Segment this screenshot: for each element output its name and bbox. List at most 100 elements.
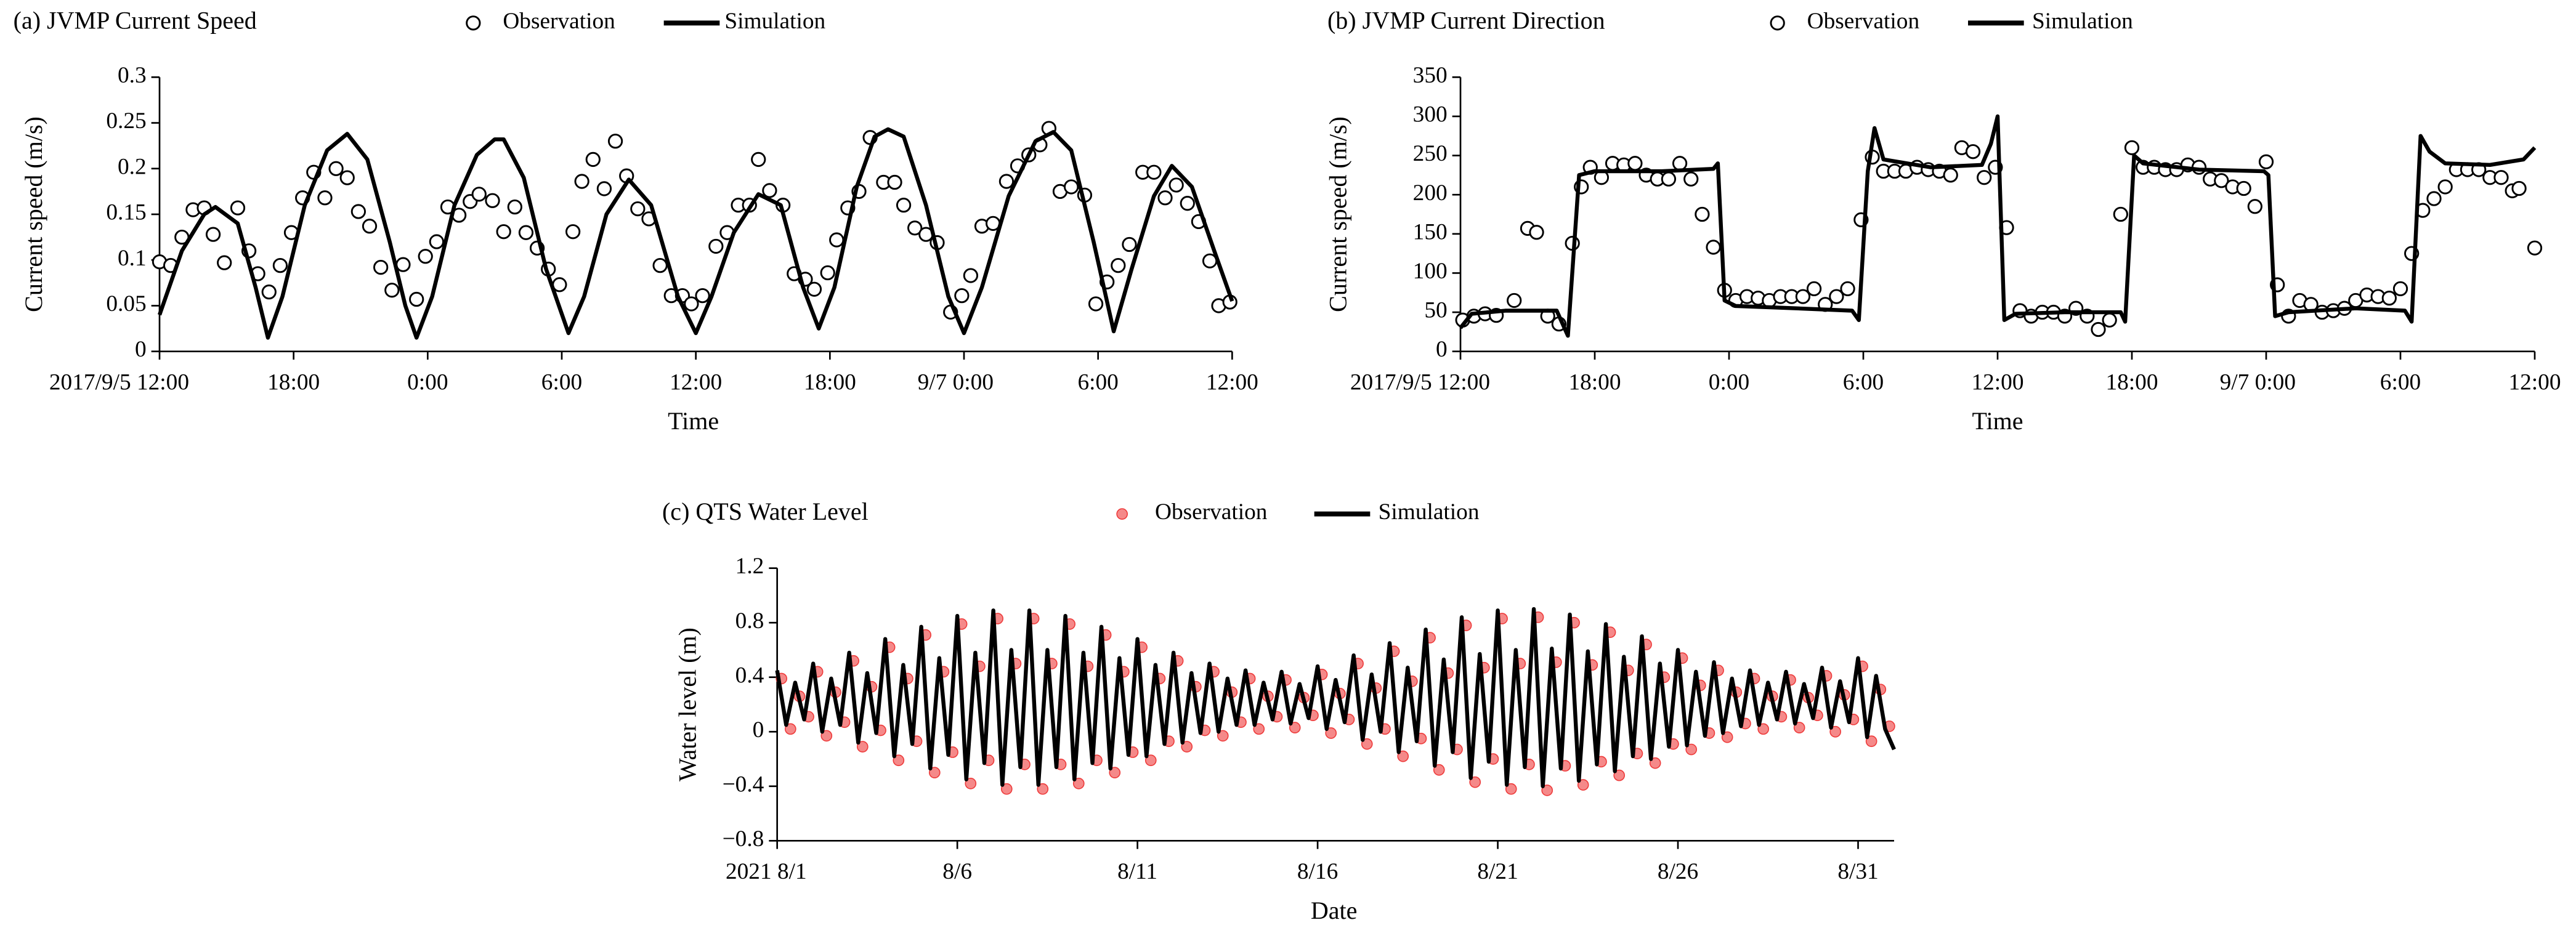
simulation-line <box>1459 114 2537 338</box>
chart-title: (b) JVMP Current Direction <box>1327 7 1605 34</box>
y-tick-label: 0.8 <box>735 608 764 634</box>
observation-point <box>1661 171 1677 187</box>
observation-point <box>1721 731 1733 743</box>
x-axis-title: Time <box>668 407 719 435</box>
observation-point <box>1144 754 1157 767</box>
legend-label: Simulation <box>2032 9 2133 34</box>
observation-point <box>1146 164 1162 180</box>
observation-point <box>1325 727 1337 739</box>
observation-point <box>907 220 923 236</box>
observation-point <box>362 219 378 234</box>
y-axis-title: Water level (m) <box>674 627 702 781</box>
observation-point <box>2426 191 2442 206</box>
observation-point <box>2091 321 2106 337</box>
observation-point <box>2493 170 2509 185</box>
y-tick-label: 0 <box>1436 337 1448 362</box>
simulation-line <box>775 607 1896 788</box>
y-tick-label: 200 <box>1413 180 1448 206</box>
observation-point <box>1157 190 1173 206</box>
observation-point <box>350 204 367 219</box>
observation-point <box>1793 722 1805 733</box>
observation-point <box>317 190 333 206</box>
observation-point <box>2236 180 2251 196</box>
observation-point <box>2392 281 2408 297</box>
observation-point <box>1672 156 1688 171</box>
x-tick-label: 18:00 <box>1568 370 1621 395</box>
observation-point <box>2113 206 2128 222</box>
observation-point <box>485 193 500 208</box>
observation-point <box>751 151 766 167</box>
y-tick-label: −0.8 <box>723 826 764 852</box>
observation-point <box>1469 776 1481 788</box>
observation-point <box>409 291 424 307</box>
observation-point <box>1627 156 1643 171</box>
x-tick-label: 2017/9/5 12:00 <box>1350 370 1490 395</box>
observation-point <box>1695 206 1710 222</box>
y-tick-label: 0.05 <box>106 291 146 317</box>
observation-point <box>429 234 444 249</box>
observation-point <box>272 257 288 273</box>
x-tick-label: 18:00 <box>804 370 856 395</box>
x-tick-label: 6:00 <box>2380 370 2421 395</box>
y-tick-label: 0.2 <box>118 154 147 179</box>
y-tick-label: 0.4 <box>735 663 764 688</box>
observation-point <box>1806 281 1822 297</box>
x-tick-label: 8/6 <box>942 859 972 884</box>
observation-point <box>585 151 601 167</box>
y-tick-label: 1.2 <box>735 554 764 579</box>
y-tick-label: 250 <box>1413 141 1448 166</box>
x-tick-label: 9/7 0:00 <box>2220 370 2296 395</box>
x-tick-label: 12:00 <box>1971 370 2023 395</box>
observation-point <box>708 238 724 254</box>
observation-point <box>518 225 534 240</box>
y-tick-label: 0.15 <box>106 200 146 225</box>
observation-point <box>1397 750 1409 762</box>
observation-point <box>1685 743 1698 756</box>
observation-point <box>695 288 710 304</box>
observation-point <box>507 199 522 215</box>
observation-point <box>1683 171 1699 187</box>
y-tick-label: 0 <box>753 717 764 743</box>
y-tick-label: 300 <box>1413 102 1448 127</box>
observation-point <box>2511 180 2527 196</box>
legend-label: Simulation <box>724 9 825 34</box>
y-tick-label: 0.3 <box>118 63 147 88</box>
legend-label: Observation <box>1155 499 1268 525</box>
observation-point <box>205 227 221 242</box>
observation-point <box>652 257 668 273</box>
observation-point <box>1088 296 1104 312</box>
observation-point <box>887 174 902 190</box>
x-tick-label: 2017/9/5 12:00 <box>49 370 189 395</box>
observation-point <box>339 170 355 185</box>
observation-point <box>928 767 941 778</box>
observation-point <box>1706 240 1721 255</box>
observation-point <box>1943 167 1958 183</box>
x-tick-label: 6:00 <box>1843 370 1884 395</box>
observation-point <box>596 181 612 196</box>
observation-point <box>1289 722 1301 733</box>
observation-point <box>1122 236 1137 252</box>
observation-point <box>829 232 844 248</box>
observation-point <box>471 187 487 202</box>
observation-point <box>1072 778 1085 789</box>
x-axis-title: Date <box>1311 897 1358 924</box>
y-tick-label: 0.1 <box>118 246 147 271</box>
observation-point <box>684 296 699 312</box>
observation-point <box>965 778 977 789</box>
observation-point <box>998 174 1015 189</box>
observation-point <box>2102 312 2117 328</box>
observation-point <box>2527 240 2543 256</box>
observation-point <box>1433 764 1445 776</box>
observation-point <box>820 730 833 742</box>
legend-marker <box>1116 508 1128 520</box>
observation-point <box>261 284 277 300</box>
observation-point <box>1977 170 1992 185</box>
observation-point <box>373 259 389 275</box>
x-tick-label: 8/11 <box>1117 859 1157 884</box>
observation-point <box>1965 144 1981 159</box>
observation-point <box>1505 783 1517 795</box>
observation-point <box>893 754 905 767</box>
observation-point <box>1541 785 1553 796</box>
observation-point <box>784 723 796 735</box>
observation-point <box>963 268 979 283</box>
